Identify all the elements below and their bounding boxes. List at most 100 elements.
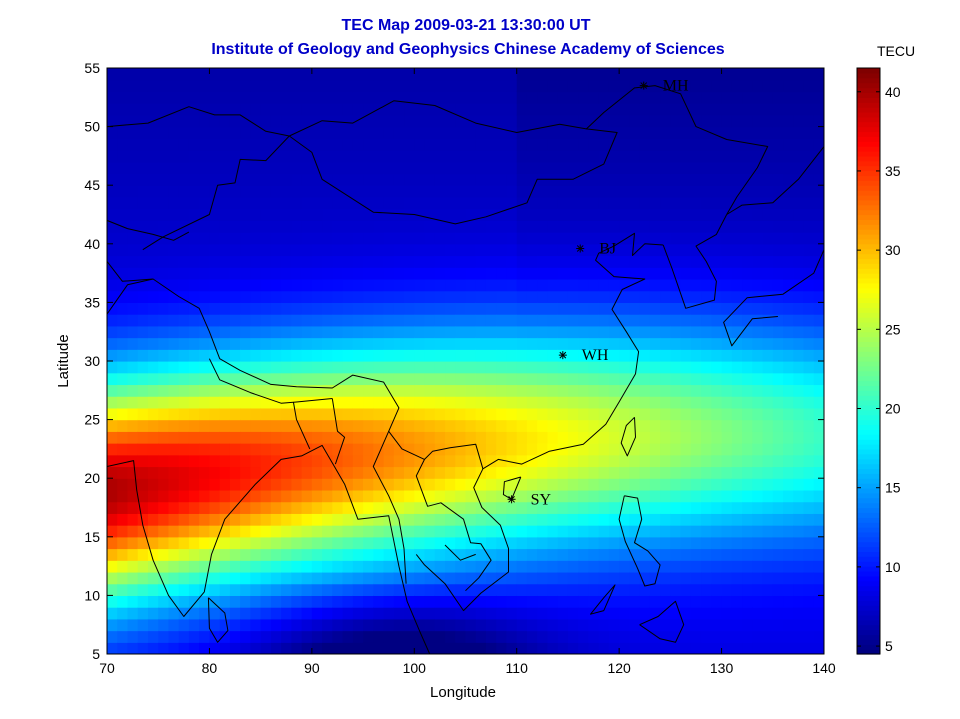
heatmap-cell <box>260 185 272 198</box>
heatmap-cell <box>158 419 170 432</box>
heatmap-cell <box>270 571 282 585</box>
heatmap-cell <box>291 583 303 596</box>
heatmap-cell <box>516 443 528 456</box>
heatmap-cell <box>803 91 815 104</box>
heatmap-cell <box>578 630 590 643</box>
heatmap-cell <box>772 501 784 514</box>
heatmap-cell <box>383 525 395 538</box>
heatmap-cell <box>137 384 149 397</box>
colorbar-segment <box>857 536 880 543</box>
heatmap-cell <box>516 583 528 596</box>
heatmap-cell <box>188 372 200 386</box>
heatmap-cell <box>414 431 426 444</box>
heatmap-cell <box>127 185 139 198</box>
heatmap-cell <box>506 173 518 186</box>
heatmap-cell <box>639 595 651 608</box>
heatmap-cell <box>813 196 824 210</box>
heatmap-cell <box>260 525 272 538</box>
heatmap-cell <box>608 419 620 432</box>
heatmap-cell <box>178 325 190 339</box>
heatmap-cell <box>209 126 221 139</box>
heatmap-cell <box>199 79 211 93</box>
heatmap-cell <box>373 314 385 327</box>
heatmap-cell <box>209 489 221 503</box>
heatmap-cell <box>547 103 559 116</box>
heatmap-cell <box>404 173 415 186</box>
heatmap-cell <box>414 630 426 643</box>
heatmap-cell <box>240 372 251 386</box>
heatmap-cell <box>383 91 395 104</box>
heatmap-cell <box>578 525 590 538</box>
heatmap-cell <box>557 138 569 151</box>
heatmap-cell <box>465 278 477 292</box>
heatmap-cell <box>639 126 651 139</box>
heatmap-cell <box>209 536 221 550</box>
heatmap-cell <box>209 618 221 632</box>
station-label-sy: SY <box>531 491 552 508</box>
coastline-segment <box>208 358 333 404</box>
heatmap-cell <box>721 489 733 503</box>
heatmap-cell <box>158 489 170 503</box>
heatmap-cell <box>803 302 815 315</box>
heatmap-cell <box>240 91 251 104</box>
heatmap-cell <box>107 607 118 620</box>
y-tick-label: 45 <box>84 177 100 193</box>
heatmap-cell <box>690 595 702 608</box>
heatmap-cell <box>168 208 180 221</box>
heatmap-cell <box>629 185 641 198</box>
heatmap-cell <box>578 243 590 257</box>
heatmap-cell <box>188 443 200 456</box>
heatmap-cell <box>404 548 415 561</box>
heatmap-cell <box>158 372 170 386</box>
heatmap-cell <box>240 114 251 128</box>
heatmap-cell <box>178 114 190 128</box>
heatmap-cell <box>352 68 364 81</box>
heatmap-cell <box>557 618 569 632</box>
heatmap-cell <box>465 220 477 233</box>
heatmap-cell <box>137 196 149 210</box>
colorbar-segment <box>857 199 880 206</box>
heatmap-cell <box>813 618 824 632</box>
heatmap-cell <box>342 478 354 491</box>
heatmap-cell <box>742 232 753 245</box>
heatmap-cell <box>465 372 477 386</box>
heatmap-cell <box>783 630 794 643</box>
heatmap-cell <box>147 138 159 151</box>
heatmap-cell <box>219 571 231 585</box>
heatmap-cell <box>158 79 170 93</box>
heatmap-cell <box>434 361 446 374</box>
heatmap-cell <box>107 232 118 245</box>
heatmap-cell <box>670 384 682 397</box>
heatmap-cell <box>260 138 272 151</box>
heatmap-cell <box>404 407 415 421</box>
heatmap-cell <box>783 91 794 104</box>
heatmap-cell <box>680 232 692 245</box>
heatmap-cell <box>731 337 743 350</box>
heatmap-cell <box>619 560 630 573</box>
station-label-wh: WH <box>582 347 609 364</box>
heatmap-cell <box>137 536 149 550</box>
heatmap-cell <box>373 525 385 538</box>
heatmap-cell <box>598 220 610 233</box>
heatmap-cell <box>147 243 159 257</box>
heatmap-cell <box>721 150 733 163</box>
heatmap-cell <box>199 454 211 468</box>
heatmap-cell <box>311 208 323 221</box>
heatmap-cell <box>311 220 323 233</box>
heatmap-cell <box>188 278 200 292</box>
heatmap-cell <box>731 114 743 128</box>
heatmap-cell <box>332 560 344 573</box>
heatmap-cell <box>485 525 497 538</box>
heatmap-cell <box>434 466 446 479</box>
heatmap-cell <box>803 560 815 573</box>
heatmap-cell <box>270 337 282 350</box>
heatmap-cell <box>137 337 149 350</box>
heatmap-cell <box>506 290 518 303</box>
heatmap-cell <box>178 419 190 432</box>
heatmap-cell <box>332 607 344 620</box>
heatmap-cell <box>537 337 549 350</box>
heatmap-cell <box>291 314 303 327</box>
heatmap-cell <box>393 642 405 654</box>
heatmap-cell <box>363 525 374 538</box>
heatmap-cell <box>281 185 292 198</box>
